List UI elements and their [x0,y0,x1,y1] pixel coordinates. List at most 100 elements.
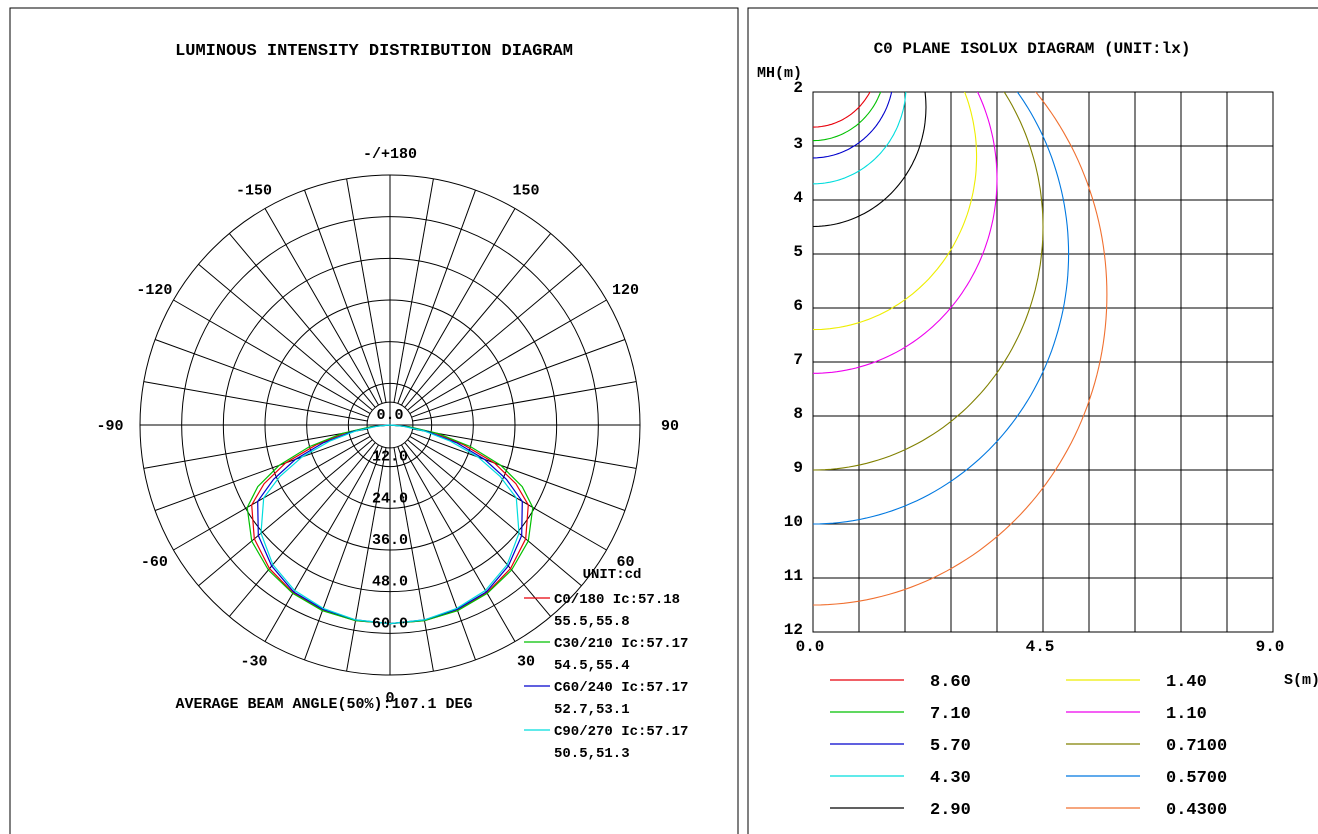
isolux-y-tick-label: 6 [793,297,803,315]
polar-legend-name: C90/270 Ic:57.17 [554,724,688,740]
isolux-y-tick-label: 7 [793,351,803,369]
isolux-series-curve [813,92,1070,525]
isolux-x-tick-label: 9.0 [1256,638,1285,656]
polar-radial-tick-label: 36.0 [372,532,408,549]
polar-spoke [411,432,626,511]
polar-angle-label: -/+180 [363,146,417,163]
isolux-legend-label: 1.40 [1166,673,1207,692]
isolux-y-tick-label: 2 [793,79,803,97]
polar-spoke [198,263,373,411]
isolux-series-curve [813,92,871,128]
polar-angle-label: 120 [612,282,639,299]
polar-spoke [393,178,434,403]
polar-angle-label: -30 [240,654,267,671]
polar-legend-beam: 50.5,51.3 [554,746,630,762]
isolux-y-tick-label: 12 [784,621,803,639]
polar-spoke [401,208,516,406]
isolux-y-tick-label: 4 [793,189,803,207]
polar-radial-tick-labels: 0.0 12.0 24.0 36.0 48.0 60.0 [372,407,408,632]
isolux-y-tick-label: 8 [793,405,803,423]
polar-radial-tick-label: 12.0 [372,449,408,466]
polar-angle-label: 0 [385,690,394,707]
polar-spoke [397,446,476,661]
polar-panel-frame [9,7,739,834]
polar-legend-beam: 54.5,55.4 [554,658,630,674]
isolux-ylabel: MH(m) [757,65,802,82]
polar-spoke [154,339,369,418]
isolux-panel-frame [747,7,1318,834]
isolux-y-tick-label: 5 [793,243,803,261]
polar-spoke [346,447,387,672]
isolux-series-curve [813,92,1044,471]
polar-spoke [393,447,434,672]
polar-legend-name: C60/240 Ic:57.17 [554,680,688,696]
isolux-grid [812,91,1274,633]
polar-angle-label: 150 [512,182,539,199]
isolux-xlabel: S(m) [1284,672,1318,689]
polar-spoke [264,208,379,406]
isolux-legend-label: 0.7100 [1166,737,1227,756]
polar-spoke [409,299,607,414]
polar-spoke [412,428,637,469]
polar-spoke [346,178,387,403]
isolux-series-curve [813,92,998,374]
isolux-y-tick-label: 9 [793,459,803,477]
isolux-legend-label: 7.10 [930,705,971,724]
polar-spoke [143,381,368,422]
polar-spoke [404,442,552,617]
isolux-title: C0 PLANE ISOLUX DIAGRAM (UNIT:lx) [874,40,1191,58]
polar-angle-label: 90 [661,418,679,435]
isolux-series-curve [813,92,882,142]
isolux-series-curve [813,92,978,331]
polar-title: LUMINOUS INTENSITY DISTRIBUTION DIAGRAM [175,42,573,61]
polar-angle-label: -90 [96,418,123,435]
isolux-legend: 8.60 7.10 5.70 4.30 2.90 1.40 1.10 0.7100 0.5700… [830,673,1227,820]
polar-legend-beam: 55.5,55.8 [554,614,630,630]
polar-spoke [407,439,582,587]
polar-spoke [228,442,376,617]
polar-spoke [404,233,552,408]
isolux-series-curve [813,92,893,159]
polar-angle-label: -60 [141,554,168,571]
isolux-x-tick-label: 0.0 [796,638,825,656]
polar-angle-label: -120 [136,282,172,299]
polar-spoke [173,436,371,551]
polar-radial-tick-label: 0.0 [376,407,403,424]
polar-spoke [397,189,476,404]
polar-angle-label: 60 [617,554,635,571]
polar-curves [246,424,534,625]
polar-spoke [409,436,607,551]
polar-spoke [154,432,369,511]
polar-spoke [143,428,368,469]
isolux-series-curve [813,92,927,228]
isolux-legend-label: 4.30 [930,769,971,788]
polar-spoke [228,233,376,408]
isolux-tick-labels: 2 3 4 5 6 7 8 9 10 11 120.0 4.5 9.0 [784,79,1285,656]
polar-series-curve [260,424,520,625]
isolux-series-curve [813,92,907,185]
isolux-x-tick-label: 4.5 [1026,638,1055,656]
polar-angle-labels: -/+180 150 -150 120 -120 90 -90 60 -60 30 -30 0 [96,146,679,707]
isolux-y-tick-label: 10 [784,513,803,531]
polar-angle-label: 30 [517,654,535,671]
polar-grid [139,174,641,676]
isolux-legend-label: 0.4300 [1166,801,1227,820]
polar-spoke [304,189,383,404]
isolux-legend-label: 5.70 [930,737,971,756]
polar-unit-label: UNIT:cd [583,567,642,583]
isolux-legend-label: 2.90 [930,801,971,820]
isolux-legend-label: 1.10 [1166,705,1207,724]
polar-spoke [401,444,516,642]
isolux-legend-label: 0.5700 [1166,769,1227,788]
polar-spoke [173,299,371,414]
polar-radial-tick-label: 60.0 [372,615,408,632]
polar-angle-label: -150 [236,182,272,199]
polar-legend-beam: 52.7,53.1 [554,702,630,718]
isolux-y-tick-label: 11 [784,567,803,585]
isolux-curves [813,92,1108,606]
polar-radial-tick-label: 24.0 [372,490,408,507]
polar-spoke [407,263,582,411]
polar-legend: C0/180 Ic:57.18 55.5,55.8 C30/210 Ic:57.17… [524,592,688,762]
polar-spoke [411,339,626,418]
